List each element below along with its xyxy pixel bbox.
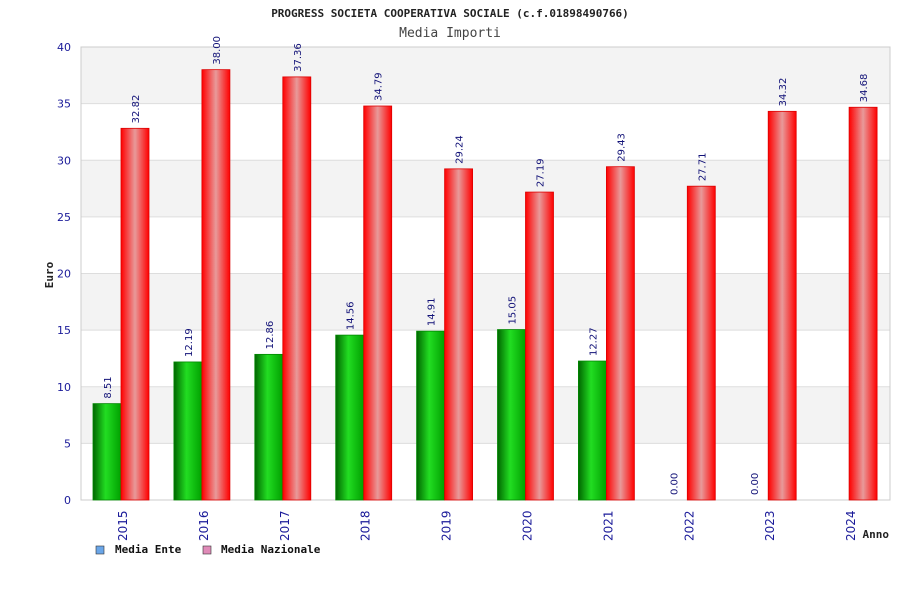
x-tick-label: 2024	[844, 510, 858, 541]
x-tick-label: 2019	[440, 510, 454, 541]
data-label: 27.71	[697, 153, 708, 182]
x-tick-label: 2021	[601, 510, 615, 541]
x-tick-label: 2015	[116, 510, 130, 541]
chart-subtitle: Media Importi	[399, 26, 501, 41]
bar-media-nazionale	[848, 106, 878, 501]
x-tick-label: 2017	[278, 510, 292, 541]
data-label: 14.91	[427, 298, 438, 327]
x-axis-label: Anno	[863, 528, 890, 541]
bars	[92, 69, 878, 501]
bar-media-nazionale	[606, 166, 635, 501]
y-tick-label: 15	[57, 324, 71, 337]
legend-swatch-media-ente	[95, 545, 105, 555]
legend-swatch-media-nazionale	[202, 545, 212, 555]
bar-media-ente	[254, 353, 284, 501]
bar-media-nazionale	[363, 105, 393, 501]
y-tick-label: 0	[64, 494, 71, 507]
x-tick-label: 2018	[359, 510, 373, 541]
legend: Media Ente Media Nazionale	[95, 543, 321, 556]
data-label: 37.36	[293, 43, 304, 72]
bar-media-ente	[335, 334, 365, 501]
bar-media-nazionale	[120, 127, 150, 501]
x-tick-label: 2016	[197, 510, 211, 541]
bar-media-ente	[497, 329, 526, 501]
y-tick-label: 40	[57, 41, 71, 54]
chart-title: PROGRESS SOCIETA COOPERATIVA SOCIALE (c.…	[271, 7, 629, 20]
data-label: 29.24	[455, 135, 466, 164]
bar-media-ente	[416, 330, 446, 501]
data-label: 34.79	[374, 72, 385, 101]
data-label: 8.51	[103, 376, 114, 398]
bar-media-nazionale	[282, 76, 312, 501]
y-tick-label: 35	[57, 98, 71, 111]
data-label: 38.00	[212, 36, 223, 65]
data-label: 0.00	[669, 473, 680, 495]
bar-media-ente	[92, 403, 122, 501]
data-labels: 8.51 32.82 12.19 38.00 12.86 37.36 14.56 34.79 1…	[103, 36, 870, 495]
y-tick-label: 5	[64, 437, 71, 450]
data-label: 32.82	[131, 95, 142, 124]
y-axis-label: Euro	[43, 261, 56, 288]
bar-media-ente	[173, 361, 203, 501]
x-axis-ticks: 2015 2016 2017 2018 2019 2020 2021 2022 2023 2024	[116, 510, 858, 541]
bar-media-nazionale	[525, 191, 554, 501]
bar-media-ente	[578, 360, 607, 501]
x-tick-label: 2023	[763, 510, 777, 541]
bar-media-nazionale	[767, 110, 797, 501]
data-label: 29.43	[616, 133, 627, 162]
data-label: 27.19	[536, 158, 547, 187]
data-label: 14.56	[346, 301, 357, 330]
data-label: 0.00	[750, 473, 761, 495]
y-tick-label: 20	[57, 268, 71, 281]
legend-label-media-ente: Media Ente	[115, 543, 182, 556]
x-tick-label: 2020	[521, 510, 535, 541]
bar-media-nazionale	[686, 185, 716, 501]
x-tick-label: 2022	[682, 510, 696, 541]
y-axis-ticks: 0 5 10 15 20 25 30 35 40	[57, 41, 71, 507]
data-label: 12.27	[588, 327, 599, 356]
y-tick-label: 30	[57, 154, 71, 167]
data-label: 15.05	[508, 296, 519, 325]
data-label: 12.86	[265, 321, 276, 350]
data-label: 34.68	[859, 74, 870, 103]
data-label: 34.32	[778, 78, 789, 107]
bar-media-nazionale	[201, 69, 231, 501]
plot-frame	[80, 46, 891, 501]
bar-media-nazionale	[444, 168, 474, 501]
y-tick-label: 25	[57, 211, 71, 224]
data-label: 12.19	[184, 328, 195, 357]
legend-label-media-nazionale: Media Nazionale	[221, 543, 321, 556]
y-tick-label: 10	[57, 381, 71, 394]
